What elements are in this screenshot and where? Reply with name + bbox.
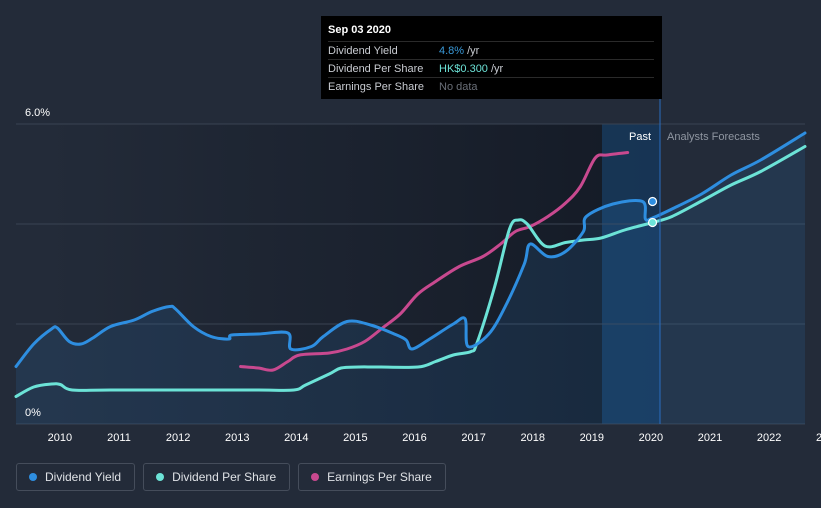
past-shade [48, 124, 660, 424]
legend-label: Earnings Per Share [327, 470, 432, 484]
tooltip-label: Earnings Per Share [328, 80, 424, 93]
past-label: Past [629, 131, 651, 143]
x-tick-label: 2023 [816, 432, 821, 444]
legend-item-earnings-per-share[interactable]: Earnings Per Share [298, 463, 446, 491]
x-tick-label: 2016 [402, 432, 426, 444]
tooltip-value: 4.8% [439, 44, 465, 57]
x-tick-label: 2018 [520, 432, 544, 444]
dividend-per-share-marker [647, 217, 658, 228]
tooltip-unit: /yr [467, 44, 480, 57]
tooltip-row-dividend-per-share: Dividend Per Share HK$0.300 /yr [328, 59, 654, 77]
earnings-per-share-line [239, 151, 630, 372]
legend: Dividend Yield Dividend Per Share Earnin… [16, 463, 446, 491]
x-tick-label: 2011 [107, 432, 131, 444]
tooltip-value: No data [439, 80, 478, 93]
x-tick-label: 2012 [166, 432, 190, 444]
x-tick-label: 2014 [284, 432, 308, 444]
dividend-yield-line [14, 131, 807, 368]
tooltip-date: Sep 03 2020 [328, 24, 391, 36]
tooltip-label: Dividend Per Share [328, 62, 424, 75]
x-tick-label: 2010 [48, 432, 72, 444]
tooltip-unit: /yr [490, 62, 504, 75]
dividend-yield-dot-icon [29, 473, 37, 481]
x-tick-label: 2020 [639, 432, 663, 444]
earnings-per-share-dot-icon [311, 473, 320, 481]
tooltip-label: Dividend Yield [328, 44, 398, 57]
x-tick-label: 2013 [225, 432, 249, 444]
dividend-per-share-dot-icon [156, 473, 165, 481]
legend-label: Dividend Per Share [172, 470, 277, 484]
y-tick-label: 0% [25, 407, 41, 419]
legend-label: Dividend Yield [45, 470, 122, 484]
x-tick-label: 2021 [698, 432, 722, 444]
dividend-yield-marker [647, 196, 658, 207]
y-tick-label: 6.0% [25, 107, 50, 119]
x-tick-label: 2019 [580, 432, 604, 444]
legend-item-dividend-per-share[interactable]: Dividend Per Share [143, 463, 291, 491]
x-tick-label: 2015 [343, 432, 367, 444]
x-tick-label: 2017 [461, 432, 485, 444]
dividend-per-share-line [14, 145, 807, 398]
highlight-band [602, 124, 660, 424]
forecast-label: Analysts Forecasts [667, 131, 760, 143]
dividend-yield-area [16, 133, 805, 424]
tooltip-row-dividend-yield: Dividend Yield 4.8% /yr [328, 41, 654, 59]
tooltip-value: HK$0.300 [439, 62, 488, 75]
x-tick-label: 2022 [757, 432, 781, 444]
tooltip-row-earnings-per-share: Earnings Per Share No data [328, 77, 654, 95]
tooltip: Sep 03 2020 Dividend Yield 4.8% /yr Divi… [321, 16, 662, 99]
legend-item-dividend-yield[interactable]: Dividend Yield [16, 463, 136, 491]
